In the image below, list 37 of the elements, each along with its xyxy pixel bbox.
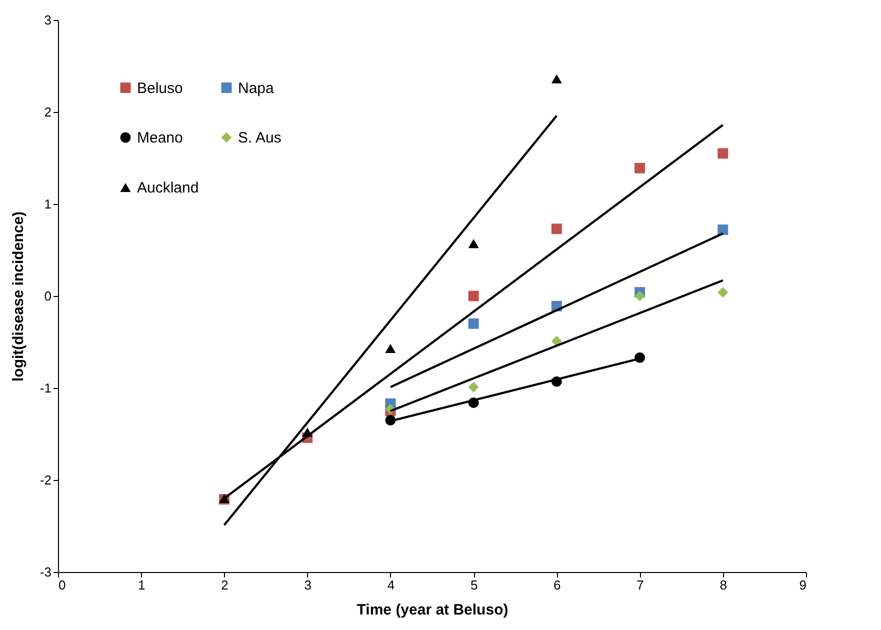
point xyxy=(468,290,479,302)
legend-label: Auckland xyxy=(137,180,199,196)
point xyxy=(718,287,728,298)
y-tick-label: 3 xyxy=(44,12,52,28)
point xyxy=(634,162,646,174)
point xyxy=(718,148,728,159)
x-tick-label: 1 xyxy=(138,578,146,592)
point xyxy=(468,239,479,248)
legend-label: Napa xyxy=(238,80,275,97)
point xyxy=(468,318,479,329)
point xyxy=(468,382,479,392)
y-tick-label: 2 xyxy=(44,104,52,120)
point xyxy=(551,74,562,84)
y-tick-label: 1 xyxy=(44,196,52,212)
x-tick-label: 3 xyxy=(304,578,312,592)
y-tick-label: -1 xyxy=(40,380,52,396)
x-tick-label: 7 xyxy=(636,578,644,592)
legend-label: Meano xyxy=(137,130,183,146)
x-tick-label: 4 xyxy=(387,578,395,592)
y-tick-label: 0 xyxy=(44,288,52,304)
x-tick-label: 0 xyxy=(58,578,66,592)
y-tick-label: -2 xyxy=(40,472,52,488)
legend-label: Beluso xyxy=(137,80,183,97)
x-tick-label: 8 xyxy=(720,578,728,592)
x-tick-label: 9 xyxy=(799,578,806,592)
legend-label: S. Aus xyxy=(238,130,282,146)
x-tick-label: 2 xyxy=(221,578,228,592)
point xyxy=(551,336,562,346)
x-axis-title: Time (year at Beluso) xyxy=(356,602,508,618)
y-tick-label: -3 xyxy=(40,564,52,580)
point xyxy=(718,224,728,236)
point xyxy=(385,344,396,353)
y-axis-title: logit(disease incidence) xyxy=(10,211,27,382)
x-tick-label: 5 xyxy=(470,578,478,592)
point xyxy=(551,224,562,234)
x-tick-label: 6 xyxy=(554,578,561,592)
point xyxy=(634,290,646,302)
